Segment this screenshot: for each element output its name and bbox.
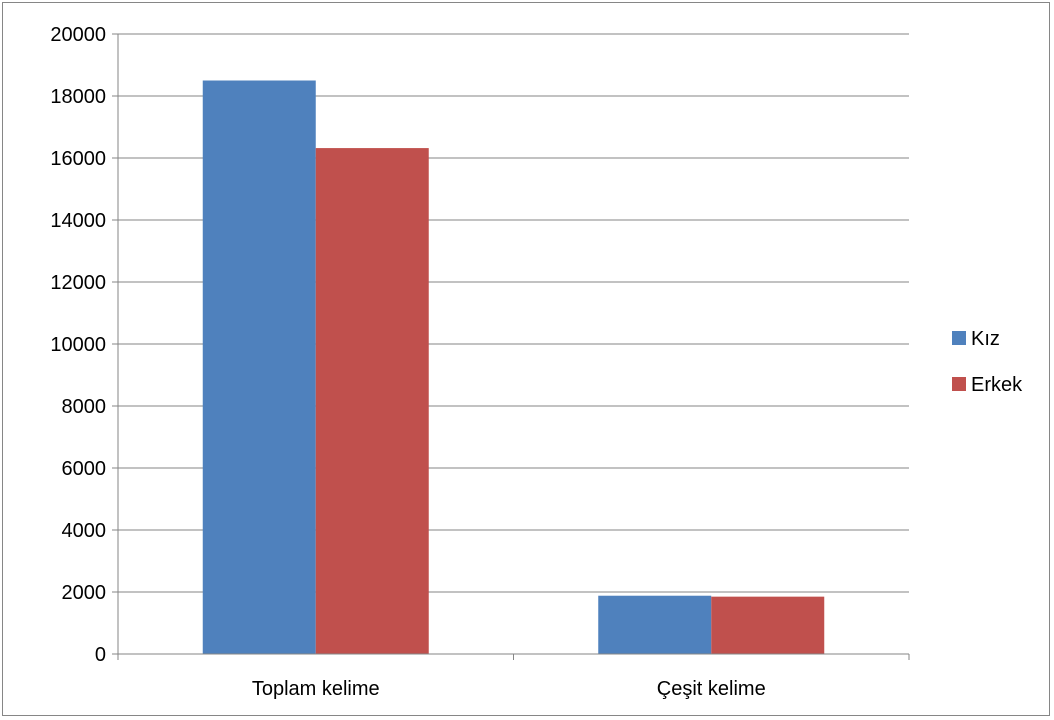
bar-Kız-1 <box>598 595 712 654</box>
y-tick-label: 16000 <box>50 148 106 170</box>
legend-label: Erkek <box>971 374 1023 396</box>
legend-label: Kız <box>971 328 1000 350</box>
bar-Erkek-1 <box>711 596 825 654</box>
x-category-label: Çeşit kelime <box>657 678 766 700</box>
legend-swatch <box>952 331 966 345</box>
bar-Erkek-0 <box>315 148 429 654</box>
y-tick-label: 20000 <box>50 24 106 46</box>
y-tick-label: 4000 <box>62 520 107 542</box>
bar-chart: 0 2000 4000 6000 8000 10000 12000 14000 16000 180… <box>50 24 1023 700</box>
y-tick-label: 14000 <box>50 210 106 232</box>
x-category-label: Toplam kelime <box>252 678 380 700</box>
y-tick-label: 12000 <box>50 272 106 294</box>
y-tick-label: 6000 <box>62 458 107 480</box>
y-tick-label: 18000 <box>50 86 106 108</box>
y-tick-label: 10000 <box>50 334 106 356</box>
y-tick-label: 0 <box>95 644 106 666</box>
legend-swatch <box>952 377 966 391</box>
bar-Kız-0 <box>202 80 316 654</box>
y-tick-label: 8000 <box>62 396 107 418</box>
y-tick-label: 2000 <box>62 582 107 604</box>
